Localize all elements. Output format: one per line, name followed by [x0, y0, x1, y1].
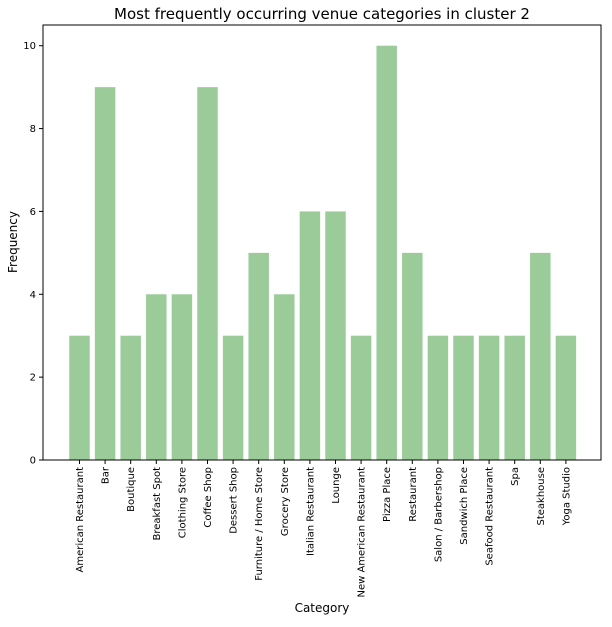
- bar-seafood-restaurant: [478, 335, 500, 460]
- bar-breakfast-spot: [146, 294, 167, 460]
- x-tick-label: Furniture / Home Store: [254, 467, 265, 581]
- bar-restaurant: [402, 252, 423, 460]
- bar-clothing-store: [171, 294, 193, 460]
- x-axis-label: Category: [295, 601, 350, 615]
- plot-frame: [42, 24, 602, 461]
- y-tick-label: 10: [23, 41, 36, 52]
- bar-sandwich-place: [453, 335, 474, 460]
- x-tick-label: Lounge: [331, 467, 342, 504]
- x-tick-label: Pizza Place: [382, 467, 393, 522]
- bars-group: [69, 45, 577, 461]
- bar-grocery-store: [274, 294, 295, 460]
- y-tick-label: 6: [30, 207, 36, 218]
- x-tick-label: Sandwich Place: [459, 467, 470, 545]
- bar-bar: [94, 87, 116, 460]
- x-tick-label: Bar: [101, 466, 112, 484]
- bar-dessert-shop: [222, 335, 244, 460]
- x-tick-label: Spa: [510, 467, 521, 486]
- x-tick-label: Coffee Shop: [203, 467, 214, 528]
- x-tick-label: Grocery Store: [280, 467, 291, 536]
- x-tick-label: Dessert Shop: [229, 467, 240, 534]
- chart-title: Most frequently occurring venue categori…: [114, 5, 530, 23]
- bar-italian-restaurant: [299, 211, 321, 460]
- bar-furniture-home-store: [248, 252, 269, 460]
- bar-steakhouse: [530, 252, 551, 460]
- y-axis: 0 2 4 6 8 10: [23, 41, 43, 467]
- x-tick-label: American Restaurant: [75, 467, 86, 573]
- bar-salon-barbershop: [427, 335, 449, 460]
- x-tick-label: Seafood Restaurant: [485, 467, 496, 566]
- x-tick-label: Boutique: [126, 467, 137, 512]
- bar-new-american-restaurant: [350, 335, 372, 460]
- bar-boutique: [120, 335, 141, 460]
- x-tick-label: Steakhouse: [536, 467, 547, 526]
- bar-spa: [504, 335, 525, 460]
- x-tick-label: New American Restaurant: [357, 467, 368, 598]
- x-tick-label: Breakfast Spot: [152, 467, 163, 541]
- y-tick-label: 4: [30, 290, 36, 301]
- y-tick-label: 8: [30, 124, 36, 135]
- x-axis: American Restaurant Bar Boutique Breakfast …: [75, 460, 572, 598]
- bar-coffee-shop: [197, 87, 218, 460]
- bar-yoga-studio: [555, 335, 577, 460]
- x-tick-label: Yoga Studio: [561, 467, 572, 526]
- x-tick-label: Restaurant: [408, 467, 419, 522]
- y-axis-label: Frequency: [6, 211, 20, 273]
- bar-lounge: [325, 211, 346, 460]
- bar-american-restaurant: [69, 335, 90, 460]
- y-tick-label: 0: [30, 456, 36, 467]
- x-tick-label: Italian Restaurant: [305, 467, 316, 556]
- bar-pizza-place: [376, 45, 397, 461]
- x-tick-label: Clothing Store: [177, 467, 188, 538]
- x-tick-label: Salon / Barbershop: [433, 467, 444, 562]
- y-tick-label: 2: [30, 373, 36, 384]
